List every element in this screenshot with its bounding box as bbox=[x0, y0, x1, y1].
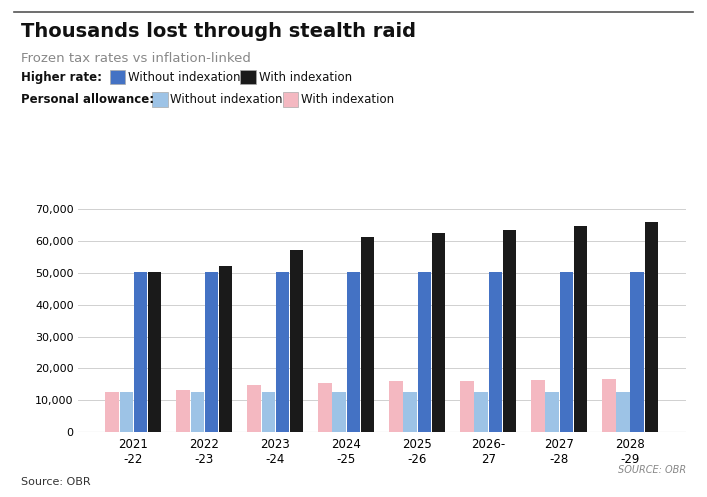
Bar bbox=[247, 386, 261, 432]
Bar bbox=[318, 383, 332, 432]
Bar bbox=[474, 392, 488, 432]
Text: With indexation: With indexation bbox=[301, 93, 395, 106]
Bar bbox=[105, 392, 119, 432]
Bar bbox=[361, 238, 374, 432]
Bar bbox=[631, 272, 644, 432]
Bar bbox=[262, 392, 275, 432]
Bar bbox=[134, 272, 147, 432]
Text: Thousands lost through stealth raid: Thousands lost through stealth raid bbox=[21, 22, 416, 41]
Bar bbox=[276, 272, 289, 432]
Bar bbox=[119, 392, 133, 432]
Text: Without indexation: Without indexation bbox=[170, 93, 283, 106]
Bar bbox=[460, 381, 474, 432]
Bar bbox=[602, 379, 616, 432]
Bar bbox=[545, 392, 559, 432]
Bar bbox=[404, 392, 417, 432]
Bar bbox=[346, 272, 360, 432]
Text: SOURCE: OBR: SOURCE: OBR bbox=[618, 465, 686, 475]
Bar bbox=[205, 272, 218, 432]
Bar bbox=[503, 230, 516, 432]
Bar bbox=[176, 390, 190, 432]
Bar bbox=[432, 233, 445, 432]
Bar bbox=[219, 266, 233, 432]
Text: Personal allowance:: Personal allowance: bbox=[21, 93, 154, 106]
Bar bbox=[148, 272, 161, 432]
Bar bbox=[332, 392, 346, 432]
Bar bbox=[290, 250, 303, 432]
Bar bbox=[531, 380, 544, 432]
Bar bbox=[559, 272, 573, 432]
Bar bbox=[645, 222, 658, 432]
Bar bbox=[390, 381, 403, 432]
Text: Without indexation: Without indexation bbox=[128, 71, 240, 83]
Bar bbox=[418, 272, 431, 432]
Bar bbox=[191, 392, 204, 432]
Bar bbox=[573, 226, 588, 432]
Bar bbox=[489, 272, 502, 432]
Bar bbox=[617, 392, 630, 432]
Text: Higher rate:: Higher rate: bbox=[21, 71, 103, 83]
Text: Frozen tax rates vs inflation-linked: Frozen tax rates vs inflation-linked bbox=[21, 52, 251, 65]
Text: With indexation: With indexation bbox=[259, 71, 352, 83]
Text: Source: OBR: Source: OBR bbox=[21, 477, 90, 487]
